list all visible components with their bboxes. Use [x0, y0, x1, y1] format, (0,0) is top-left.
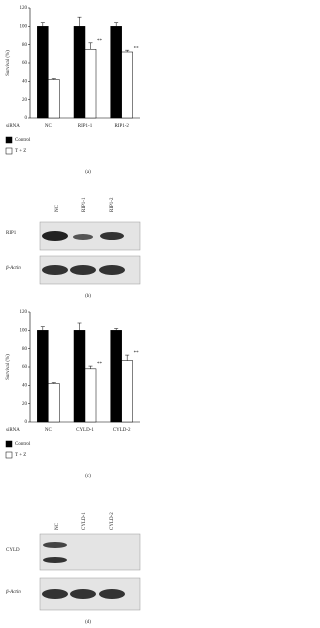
y-tick-label: 40: [22, 79, 28, 84]
error-bar: [88, 365, 93, 369]
band: [99, 265, 125, 275]
x-axis-label: siRNA: [6, 428, 20, 433]
y-tick-label: 20: [22, 98, 28, 103]
band: [42, 265, 68, 275]
lane-label: NC: [55, 204, 60, 212]
annotation: **: [97, 39, 103, 44]
lane-label: CYLD-1: [82, 512, 87, 530]
bar: [121, 51, 133, 119]
band: [43, 557, 67, 563]
y-tick-label: 120: [20, 6, 28, 11]
y-axis-label: Survival (%): [6, 354, 11, 380]
row-label: β-Actin: [5, 590, 21, 595]
y-tick-label: 0: [25, 116, 28, 121]
caption: (a): [85, 170, 91, 175]
y-tick-label: 60: [22, 365, 28, 370]
annotation: **: [134, 46, 140, 51]
band: [70, 265, 96, 275]
legend-swatch: [5, 451, 13, 459]
y-tick-label: 60: [22, 61, 28, 66]
lane-label: RIP1-2: [110, 197, 115, 212]
y-tick-label: 20: [22, 402, 28, 407]
annotation: **: [97, 362, 103, 367]
x-axis-label: siRNA: [6, 124, 20, 129]
band: [43, 542, 67, 548]
legend-swatch: [5, 440, 13, 448]
x-tick-label: CYLD-2: [113, 428, 131, 433]
row-label: β-Actin: [5, 266, 21, 271]
bar: [37, 330, 49, 423]
annotation: **: [134, 351, 140, 356]
error-bar: [114, 328, 119, 331]
bar: [73, 26, 86, 119]
error-bar: [77, 16, 82, 27]
bar: [121, 360, 133, 423]
x-tick-label: CYLD-1: [76, 428, 94, 433]
error-bar: [125, 49, 130, 52]
bar: [110, 26, 122, 119]
blot-row: [39, 533, 141, 571]
legend-swatch: [5, 136, 13, 144]
bar: [73, 330, 86, 423]
band: [100, 232, 124, 240]
bar: [84, 49, 97, 119]
band: [70, 589, 96, 599]
y-tick-label: 40: [22, 383, 28, 388]
legend-label: Control: [15, 442, 31, 447]
error-bar: [51, 78, 56, 80]
lane-label: CYLD-2: [110, 512, 115, 530]
lane-label: RIP1-1: [82, 197, 87, 212]
bar: [84, 368, 97, 423]
y-tick-label: 80: [22, 43, 28, 48]
bar: [37, 26, 49, 119]
error-bar: [40, 326, 45, 331]
caption: (d): [85, 620, 91, 625]
y-tick-label: 120: [20, 310, 28, 315]
figure: NC RIP1-1 RIP1-2 RIP1 β-Actin (b) NC CYL…: [5, 6, 141, 625]
caption: (b): [85, 294, 91, 299]
legend-label: Control: [15, 138, 31, 143]
error-bar: [125, 354, 130, 361]
y-tick-label: 100: [20, 328, 28, 333]
x-tick-label: RIP1-1: [78, 124, 93, 129]
y-tick-label: 80: [22, 347, 28, 352]
error-bar: [88, 42, 93, 50]
x-tick-label: NC: [45, 428, 53, 433]
lane-label: NC: [55, 522, 60, 530]
bar: [110, 330, 122, 423]
legend-swatch: [5, 147, 13, 155]
y-tick-label: 100: [20, 24, 28, 29]
y-tick-label: 0: [25, 420, 28, 425]
error-bar: [77, 322, 82, 331]
x-tick-label: RIP1-2: [114, 124, 129, 129]
error-bar: [51, 382, 56, 384]
bar: [48, 79, 60, 119]
row-label: CYLD: [6, 548, 20, 553]
row-label: RIP1: [6, 231, 17, 236]
band: [73, 234, 93, 240]
band: [42, 231, 68, 241]
band: [99, 589, 125, 599]
y-axis-label: Survival (%): [6, 50, 11, 76]
error-bar: [114, 22, 119, 27]
band: [42, 589, 68, 599]
bar: [48, 383, 60, 423]
x-tick-label: NC: [45, 124, 53, 129]
legend-label: T + Z: [15, 149, 26, 154]
caption: (c): [85, 474, 91, 479]
legend-label: T + Z: [15, 453, 26, 458]
error-bar: [40, 22, 45, 27]
